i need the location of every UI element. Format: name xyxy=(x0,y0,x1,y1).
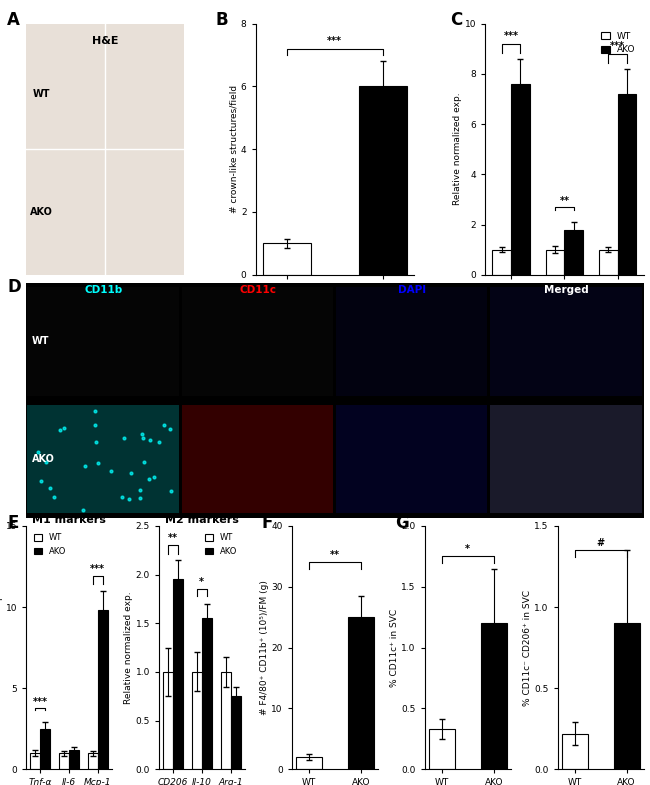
Bar xyxy=(545,250,564,275)
Text: Merged: Merged xyxy=(544,285,589,295)
Bar xyxy=(88,753,97,769)
Text: E: E xyxy=(7,513,18,531)
Title: M2 markers: M2 markers xyxy=(165,515,239,525)
Text: WT: WT xyxy=(33,89,51,99)
Bar xyxy=(69,750,79,769)
Legend: WT, AKO: WT, AKO xyxy=(597,28,639,58)
Text: ***: *** xyxy=(504,31,519,42)
Bar xyxy=(429,729,455,769)
Text: C: C xyxy=(450,11,463,29)
Bar xyxy=(618,94,636,275)
Legend: WT, AKO: WT, AKO xyxy=(202,530,240,559)
Text: ***: *** xyxy=(90,564,105,575)
Text: AKO: AKO xyxy=(32,455,55,464)
Bar xyxy=(511,84,530,275)
Text: **: ** xyxy=(168,533,178,543)
Bar xyxy=(98,610,108,769)
Text: *: * xyxy=(200,578,204,587)
Text: ***: *** xyxy=(327,36,343,46)
Bar xyxy=(163,672,173,769)
Bar xyxy=(263,243,311,275)
Text: ***: *** xyxy=(610,42,625,52)
Y-axis label: Relative normalized exp.: Relative normalized exp. xyxy=(453,93,462,206)
Text: A: A xyxy=(7,11,20,29)
Y-axis label: % CD11c⁺ in SVC: % CD11c⁺ in SVC xyxy=(389,608,398,687)
Title: M1 markers: M1 markers xyxy=(32,515,106,525)
Bar xyxy=(614,623,640,769)
Y-axis label: # F4/80⁺ CD11b⁺ (10⁵)/FM (g): # F4/80⁺ CD11b⁺ (10⁵)/FM (g) xyxy=(259,580,268,715)
Text: **: ** xyxy=(560,196,569,206)
Y-axis label: Relative normalized exp.: Relative normalized exp. xyxy=(124,591,133,704)
Text: WT: WT xyxy=(32,337,49,346)
Bar xyxy=(202,619,212,769)
Text: *: * xyxy=(465,544,470,554)
Text: F: F xyxy=(262,513,273,531)
Text: H&E: H&E xyxy=(92,36,118,46)
Bar xyxy=(564,229,583,275)
Text: D: D xyxy=(8,278,21,296)
Text: B: B xyxy=(216,11,229,29)
Bar xyxy=(192,672,202,769)
Text: G: G xyxy=(395,513,409,531)
Bar xyxy=(348,617,374,769)
Bar xyxy=(359,86,407,275)
Text: DAPI: DAPI xyxy=(398,285,426,295)
Text: ***: *** xyxy=(32,697,47,707)
Bar xyxy=(599,250,618,275)
Bar xyxy=(58,753,69,769)
Bar xyxy=(296,757,322,769)
Bar xyxy=(173,579,183,769)
Bar xyxy=(481,623,506,769)
Y-axis label: % CD11c⁻ CD206⁺ in SVC: % CD11c⁻ CD206⁺ in SVC xyxy=(523,590,532,706)
Bar xyxy=(492,250,511,275)
Y-axis label: Relative normalized exp.: Relative normalized exp. xyxy=(0,591,3,704)
Bar xyxy=(220,672,231,769)
Bar xyxy=(231,696,240,769)
Text: **: ** xyxy=(330,550,340,560)
Text: CD11b: CD11b xyxy=(84,285,122,295)
Text: AKO: AKO xyxy=(31,207,53,217)
Text: #: # xyxy=(597,538,604,548)
Bar xyxy=(40,728,50,769)
Text: CD11c: CD11c xyxy=(239,285,276,295)
Bar xyxy=(562,734,588,769)
Bar xyxy=(30,753,40,769)
Y-axis label: # crown-like structures/field: # crown-like structures/field xyxy=(229,85,238,214)
Legend: WT, AKO: WT, AKO xyxy=(30,530,69,559)
